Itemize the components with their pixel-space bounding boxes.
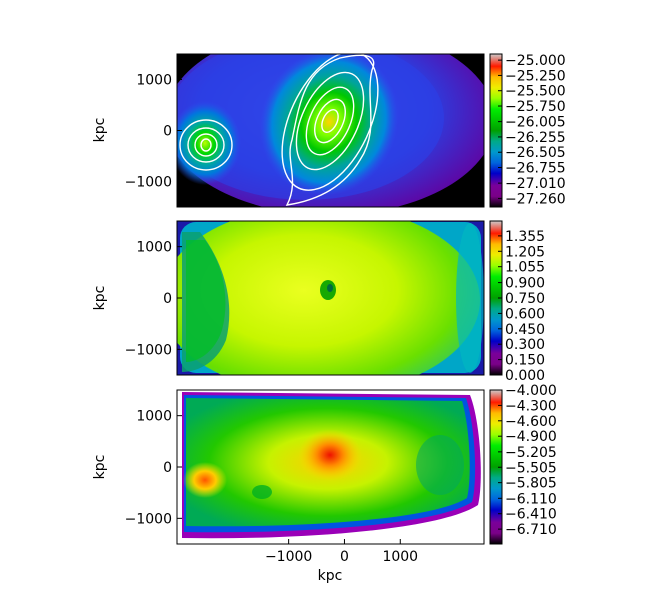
colorbar-tick-label: 1.355 (505, 229, 545, 245)
panel-middle: 1000 0 −1000 kpc 1.3551.2051.0550.9000.750… (92, 220, 545, 384)
colorbar-tick-label: −4.000 (505, 383, 557, 399)
colorbar-tick-label: 0.150 (505, 353, 545, 369)
colorbar-tick-label: −27.260 (505, 191, 566, 207)
colorbar-tick-label: 0.300 (505, 337, 545, 353)
colorbar-tick-label: 1.055 (505, 260, 545, 276)
colorbar-tick-label: −25.250 (505, 68, 566, 84)
colorbar-tick-label: −6.410 (505, 507, 557, 523)
colorbar-tick-label: −5.205 (505, 445, 557, 461)
colorbar-tick-label: −27.010 (505, 176, 566, 192)
colorbar-tick-label: −25.000 (505, 53, 566, 69)
panel-middle-image (177, 221, 484, 375)
colorbar-tick-label: −4.900 (505, 429, 557, 445)
panel-bottom-image (177, 390, 484, 544)
panel-middle-colorbar: 1.3551.2051.0550.9000.7500.6000.4500.300… (489, 220, 545, 384)
panel-bottom-xlabel: kpc (318, 568, 343, 584)
colorbar-tick-label: −25.750 (505, 99, 566, 115)
colorbar-tick-label: 1.205 (505, 244, 545, 260)
y-tick-label: 1000 (136, 409, 172, 425)
colorbar-tick-label: −5.805 (505, 476, 557, 492)
panel-bottom: 1000 0 −1000 −1000 0 1000 kpc kpc −4.000−4.3… (92, 383, 557, 584)
colorbar-tick-label: −4.300 (505, 398, 557, 414)
y-tick-label: 1000 (136, 240, 172, 256)
colorbar-tick-label: −26.505 (505, 145, 566, 161)
y-tick-label: 0 (163, 460, 172, 476)
colorbar-tick-label: 0.750 (505, 291, 545, 307)
panel-top-y-axis: 1000 0 −1000 (125, 73, 182, 191)
y-tick-label: −1000 (125, 342, 172, 358)
y-tick-label: 0 (163, 124, 172, 140)
y-tick-label: −1000 (125, 175, 172, 191)
colorbar-tick-label: −26.755 (505, 161, 566, 177)
panel-bottom-y-axis: 1000 0 −1000 (125, 409, 182, 527)
panel-bottom-x-axis: −1000 0 1000 (265, 539, 418, 565)
x-tick-label: 0 (340, 549, 349, 565)
colorbar-tick-label: −6.110 (505, 491, 557, 507)
colorbar-tick-label: −4.600 (505, 414, 557, 430)
colorbar-tick-label: 0.000 (505, 368, 545, 384)
colorbar-tick-label: 0.450 (505, 322, 545, 338)
colorbar-tick-label: −6.710 (505, 522, 557, 538)
colorbar-tick-label: −25.500 (505, 84, 566, 100)
colorbar-tick-label: 0.600 (505, 306, 545, 322)
panel-top: 1000 0 −1000 kpc −25.000−25.250−25.500−25.… (92, 53, 566, 208)
y-tick-label: 1000 (136, 73, 172, 89)
colorbar-tick-label: 0.900 (505, 276, 545, 292)
y-tick-label: 0 (163, 291, 172, 307)
y-tick-label: −1000 (125, 511, 172, 527)
x-tick-label: −1000 (265, 549, 312, 565)
x-tick-label: 1000 (382, 549, 418, 565)
panel-middle-y-axis: 1000 0 −1000 (125, 240, 182, 358)
colorbar-tick-label: −5.505 (505, 460, 557, 476)
panel-bottom-colorbar: −4.000−4.300−4.600−4.900−5.205−5.505−5.8… (489, 383, 557, 545)
colorbar-tick-label: −26.255 (505, 130, 566, 146)
panel-top-ylabel: kpc (92, 118, 108, 143)
colorbar-tick-label: −26.005 (505, 115, 566, 131)
panel-top-colorbar: −25.000−25.250−25.500−25.750−26.005−26.2… (489, 53, 566, 208)
panel-middle-ylabel: kpc (92, 286, 108, 311)
panel-bottom-ylabel: kpc (92, 455, 108, 480)
panel-top-contours (179, 54, 379, 206)
